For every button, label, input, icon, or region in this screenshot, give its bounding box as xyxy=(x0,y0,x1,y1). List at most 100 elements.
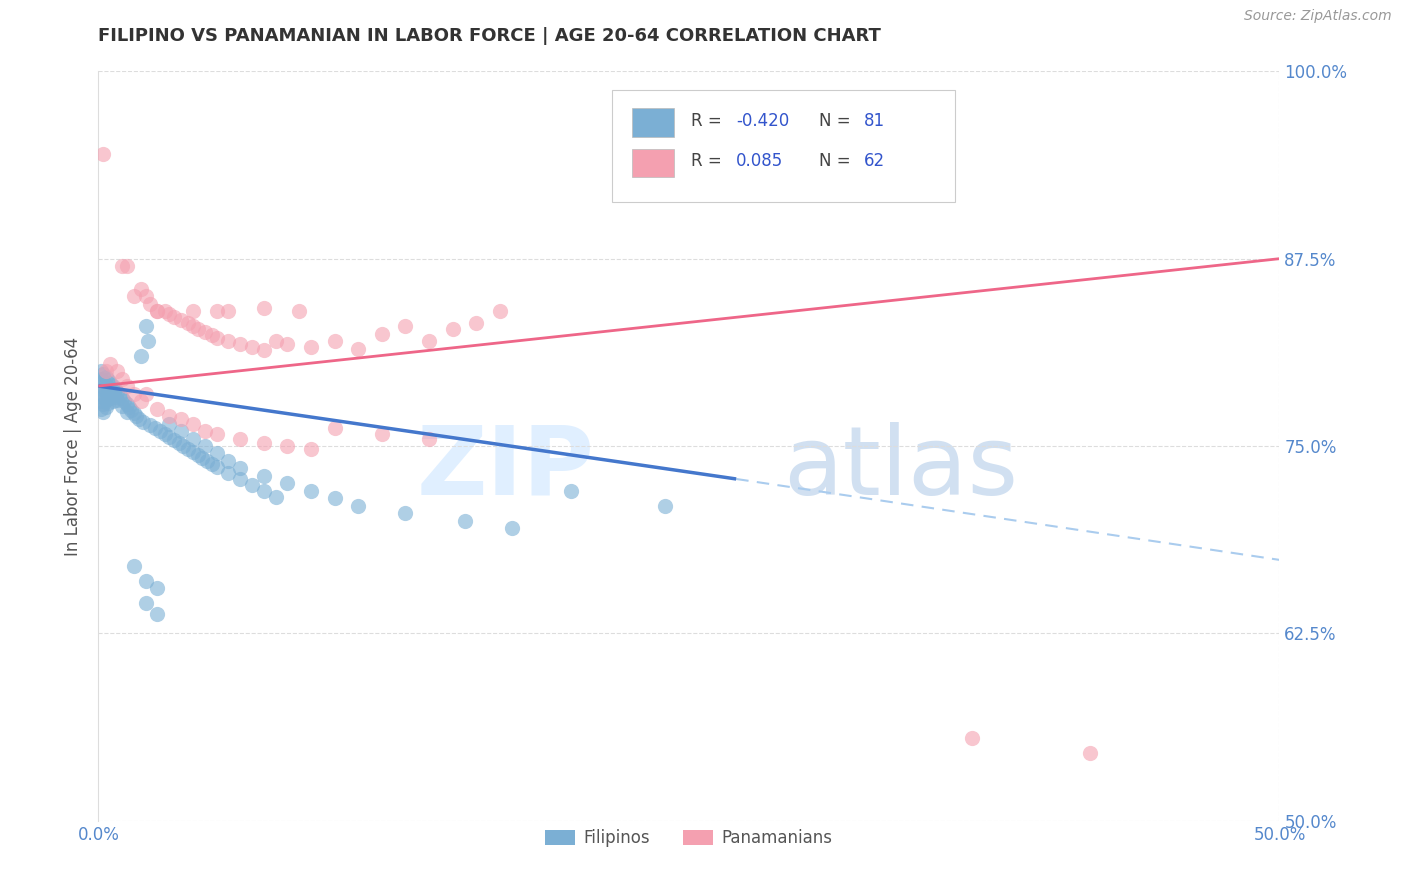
Point xyxy=(157,409,180,423)
Point xyxy=(299,340,322,354)
Point xyxy=(146,304,169,318)
Point xyxy=(90,379,112,393)
Point xyxy=(135,386,157,401)
Point xyxy=(323,421,346,435)
Point xyxy=(122,558,145,573)
Point xyxy=(135,596,157,610)
Text: Source: ZipAtlas.com: Source: ZipAtlas.com xyxy=(1244,9,1392,23)
Point xyxy=(276,337,298,351)
Point xyxy=(115,259,138,273)
Point xyxy=(94,370,117,384)
Point xyxy=(143,421,166,435)
Point xyxy=(181,304,204,318)
Point xyxy=(217,466,239,480)
Text: 81: 81 xyxy=(863,112,884,130)
Point xyxy=(91,382,114,396)
Point xyxy=(181,319,204,334)
Point xyxy=(1080,746,1102,760)
Point xyxy=(299,442,322,456)
Point xyxy=(253,436,276,450)
Point xyxy=(94,392,117,407)
FancyBboxPatch shape xyxy=(612,90,955,202)
Point xyxy=(172,439,194,453)
Point xyxy=(139,417,162,432)
Point xyxy=(181,417,204,431)
Point xyxy=(205,446,228,460)
Point xyxy=(149,424,172,438)
Point xyxy=(97,395,120,409)
Point xyxy=(105,364,128,378)
Point xyxy=(170,412,193,426)
Point xyxy=(217,304,239,318)
Point xyxy=(205,304,228,318)
Point xyxy=(90,386,112,401)
Legend: Filipinos, Panamanians: Filipinos, Panamanians xyxy=(538,822,839,854)
Point xyxy=(276,476,298,491)
Point xyxy=(94,385,117,400)
Point xyxy=(453,514,475,528)
Point xyxy=(347,499,370,513)
Point xyxy=(201,328,224,343)
Point xyxy=(135,574,157,588)
Point xyxy=(91,375,114,389)
Text: 62: 62 xyxy=(863,153,884,170)
Point xyxy=(465,316,488,330)
Point xyxy=(229,461,252,475)
Point xyxy=(229,432,252,446)
Point xyxy=(146,401,169,416)
Point xyxy=(394,319,416,334)
Point xyxy=(195,454,218,468)
Text: R =: R = xyxy=(692,153,727,170)
Point xyxy=(347,342,370,356)
Point xyxy=(418,432,440,446)
Point xyxy=(962,731,984,746)
Point xyxy=(153,427,176,442)
Point xyxy=(299,483,322,498)
Point xyxy=(115,379,138,393)
Point xyxy=(177,316,200,330)
Point xyxy=(157,307,180,321)
Point xyxy=(97,388,120,402)
Point xyxy=(90,394,112,409)
Point xyxy=(163,433,186,447)
Point xyxy=(177,442,200,456)
Point xyxy=(253,469,276,483)
Point xyxy=(90,364,112,378)
Text: ZIP: ZIP xyxy=(416,422,595,515)
Point xyxy=(91,146,114,161)
Point xyxy=(323,491,346,506)
Point xyxy=(101,394,124,409)
Point xyxy=(94,400,117,414)
Point xyxy=(139,296,162,310)
Point xyxy=(217,334,239,348)
Point xyxy=(98,391,121,405)
Point xyxy=(418,334,440,348)
Point xyxy=(146,582,169,596)
Point xyxy=(91,367,114,381)
Point xyxy=(94,377,117,392)
Point xyxy=(288,304,311,318)
Point xyxy=(122,406,145,420)
Text: FILIPINO VS PANAMANIAN IN LABOR FORCE | AGE 20-64 CORRELATION CHART: FILIPINO VS PANAMANIAN IN LABOR FORCE | … xyxy=(98,27,882,45)
Point xyxy=(122,289,145,303)
Point xyxy=(489,304,512,318)
Text: N =: N = xyxy=(818,112,856,130)
Point xyxy=(97,380,120,394)
Point xyxy=(560,483,582,498)
Text: N =: N = xyxy=(818,153,856,170)
Point xyxy=(90,401,112,416)
Point xyxy=(91,404,114,418)
Point xyxy=(98,376,121,390)
Point xyxy=(128,412,150,426)
Point xyxy=(118,400,141,414)
Point xyxy=(125,409,148,423)
Point xyxy=(153,304,176,318)
Point xyxy=(187,448,209,462)
Point xyxy=(163,310,186,325)
Point xyxy=(181,432,204,446)
Point xyxy=(135,319,157,334)
Point xyxy=(205,331,228,345)
Point xyxy=(441,322,464,336)
Text: atlas: atlas xyxy=(783,422,1018,515)
Point xyxy=(104,390,127,404)
